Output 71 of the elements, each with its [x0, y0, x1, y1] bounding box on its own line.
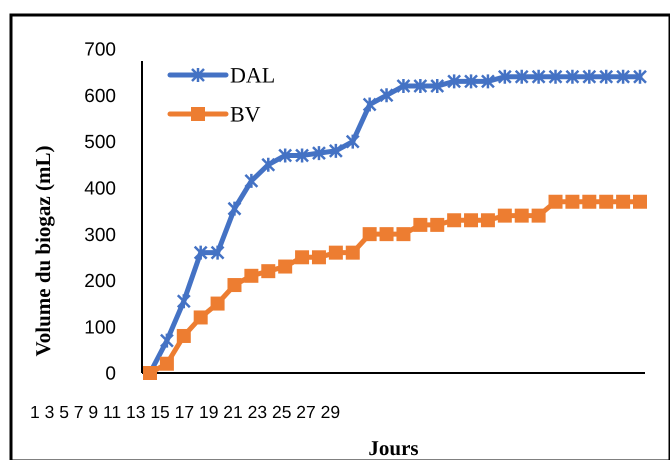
point [312, 250, 326, 264]
point [616, 194, 630, 209]
point [480, 213, 495, 228]
legend-label: DAL [230, 62, 276, 88]
point [176, 293, 192, 310]
y-tick-label: 600 [84, 86, 116, 107]
y-tick-label: 200 [84, 271, 116, 292]
point [312, 144, 326, 162]
point [261, 156, 276, 173]
point [598, 68, 614, 86]
point [565, 68, 580, 86]
point [464, 213, 478, 228]
point [548, 194, 563, 209]
point [514, 68, 529, 86]
y-axis-title: Volume du biogaz (mL) [31, 146, 55, 356]
point [430, 78, 444, 94]
point [244, 172, 259, 190]
point [227, 200, 242, 217]
point [278, 260, 292, 274]
point [379, 87, 394, 104]
point [446, 73, 462, 90]
y-tick-label: 100 [84, 317, 116, 338]
point [328, 246, 343, 260]
y-tick-label: 500 [84, 132, 116, 154]
point [548, 68, 563, 86]
point [295, 250, 310, 264]
point [160, 332, 174, 349]
point [532, 208, 546, 223]
legend-label: BV [230, 102, 261, 127]
point [194, 310, 208, 324]
point [464, 73, 478, 90]
point [396, 78, 411, 94]
point [346, 133, 360, 150]
point [210, 244, 225, 261]
point [498, 68, 512, 86]
point [531, 68, 546, 86]
point [176, 328, 191, 343]
y-tick-label: 400 [84, 178, 116, 200]
point [447, 213, 462, 228]
point [210, 296, 225, 311]
point [498, 208, 512, 223]
point [362, 227, 377, 242]
point [632, 68, 648, 86]
y-tick-label: 300 [84, 224, 116, 246]
point [294, 147, 310, 164]
point [565, 194, 580, 209]
point [480, 73, 496, 90]
point [244, 268, 258, 283]
point [160, 356, 174, 371]
point [396, 227, 410, 242]
point [193, 244, 208, 261]
point [413, 218, 428, 232]
y-tick-label: 700 [84, 40, 116, 61]
point [413, 78, 428, 94]
point [582, 194, 596, 209]
point [633, 194, 647, 209]
point [278, 147, 292, 164]
point [430, 218, 444, 232]
point [261, 264, 276, 278]
point [328, 142, 344, 160]
point [346, 246, 360, 260]
point [582, 68, 597, 86]
point [380, 227, 394, 242]
point [227, 278, 242, 292]
x-axis-title: Jours [368, 436, 419, 460]
y-tick-label: 0 [105, 364, 116, 385]
point [362, 96, 377, 113]
point [514, 208, 529, 223]
text: 1 3 5 7 9 11 13 15 17 19 21 23 25 27 29 [30, 402, 340, 422]
point [599, 194, 614, 209]
point [616, 68, 630, 86]
